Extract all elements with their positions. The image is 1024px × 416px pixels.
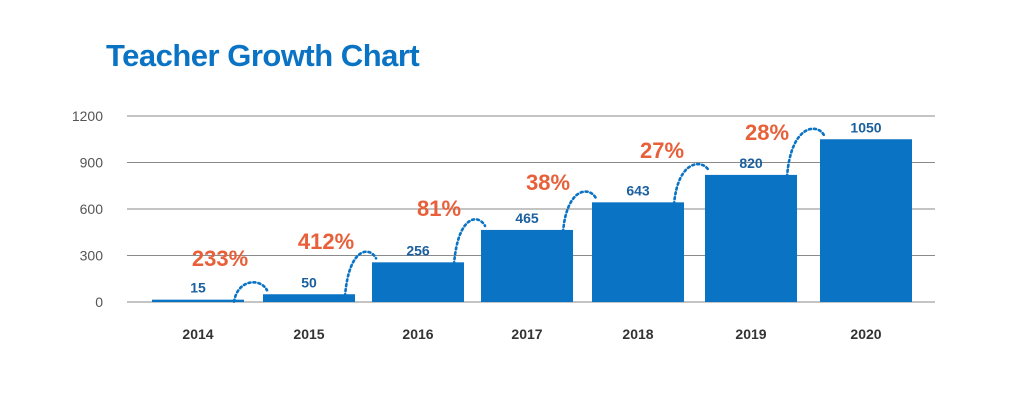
bars xyxy=(152,139,912,302)
bar-2019 xyxy=(705,174,797,302)
growth-percent-label: 27% xyxy=(640,138,684,163)
bar-2020 xyxy=(820,139,912,302)
y-axis-tick-labels: 0 300 600 900 1200 xyxy=(72,108,103,310)
y-tick-label: 0 xyxy=(95,294,103,310)
bar-value-label: 50 xyxy=(301,274,317,290)
x-tick-label: 2019 xyxy=(735,326,766,342)
y-tick-label: 300 xyxy=(80,248,104,264)
growth-percent-labels: 233% 412% 81% 38% 27% 28% xyxy=(192,120,789,271)
dotted-arc-arrow-icon xyxy=(561,190,598,234)
bar-value-label: 1050 xyxy=(850,119,881,135)
bar-value-label: 15 xyxy=(190,280,206,296)
bar-value-label: 256 xyxy=(406,242,430,258)
dotted-arc-arrow-icon xyxy=(232,281,269,303)
bar-value-label: 643 xyxy=(626,182,650,198)
x-tick-label: 2018 xyxy=(622,326,653,342)
growth-percent-label: 233% xyxy=(192,246,248,271)
dotted-arc-arrow-icon xyxy=(452,218,487,266)
x-tick-label: 2016 xyxy=(402,326,433,342)
bar-2018 xyxy=(592,202,684,302)
dotted-arc-arrow-icon xyxy=(785,127,826,179)
x-tick-label: 2017 xyxy=(511,326,542,342)
growth-connectors xyxy=(232,127,826,303)
bar-2014 xyxy=(152,299,244,302)
growth-percent-label: 28% xyxy=(745,120,789,145)
bar-2015 xyxy=(263,294,355,302)
y-tick-label: 1200 xyxy=(72,108,103,124)
x-axis-category-labels: 2014 2015 2016 2017 2018 2019 2020 xyxy=(182,326,881,342)
x-tick-label: 2014 xyxy=(182,326,213,342)
bar-value-label: 820 xyxy=(739,155,763,171)
bar-value-labels: 15 50 256 465 643 820 1050 xyxy=(190,119,882,295)
growth-percent-label: 412% xyxy=(298,229,354,254)
x-tick-label: 2020 xyxy=(850,326,881,342)
bar-2016 xyxy=(372,262,464,302)
y-tick-label: 600 xyxy=(80,201,104,217)
dotted-arc-arrow-icon xyxy=(343,250,378,298)
bar-2017 xyxy=(481,229,573,302)
chart-title: Teacher Growth Chart xyxy=(106,38,420,73)
y-tick-label: 900 xyxy=(80,155,104,171)
dotted-arc-arrow-icon xyxy=(672,162,711,206)
bar-value-label: 465 xyxy=(515,210,539,226)
growth-percent-label: 38% xyxy=(526,170,570,195)
growth-percent-label: 81% xyxy=(417,196,461,221)
x-tick-label: 2015 xyxy=(293,326,324,342)
